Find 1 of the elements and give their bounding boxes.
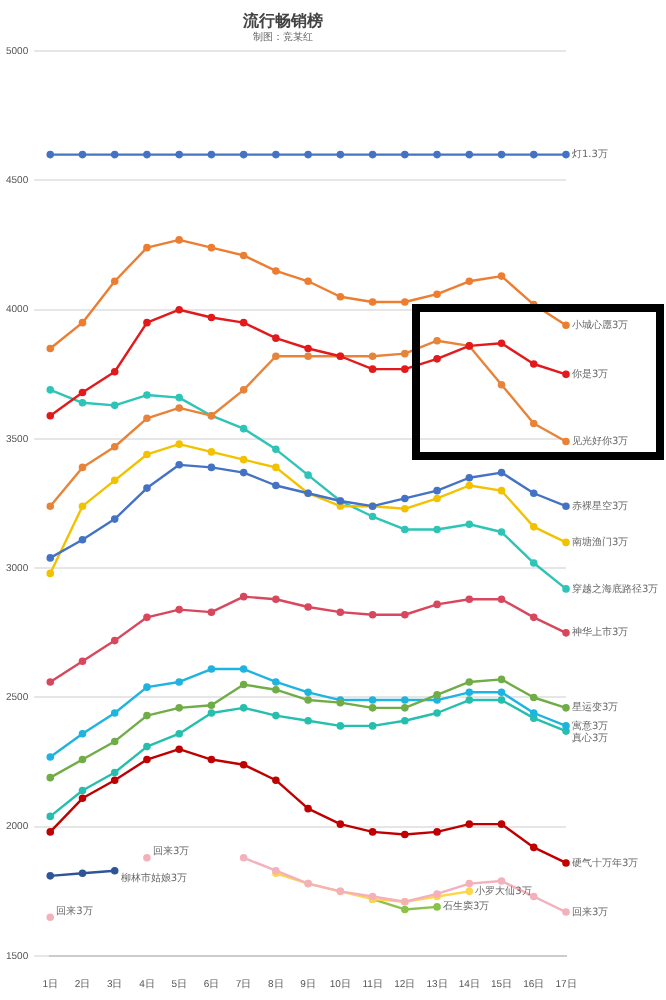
chart-title: 流行畅销榜 [241, 9, 323, 30]
